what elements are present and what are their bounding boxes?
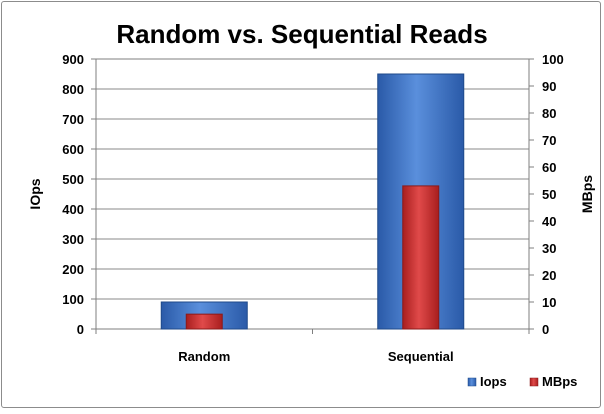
x-axis-ticks: Random Sequential bbox=[95, 329, 530, 364]
left-tick-label: 800 bbox=[62, 82, 84, 97]
left-axis-ticks: 0 100 200 300 400 500 600 700 800 900 bbox=[62, 52, 96, 337]
bars bbox=[160, 73, 465, 330]
left-tick-label: 100 bbox=[62, 292, 84, 307]
chart-svg: Random vs. Sequential Reads 010020030040… bbox=[27, 19, 595, 389]
right-tick-label: 90 bbox=[542, 79, 556, 94]
legend-label-mbps: MBps bbox=[542, 374, 577, 389]
bar-mbps-sequential bbox=[402, 185, 440, 330]
right-tick-label: 70 bbox=[542, 133, 556, 148]
left-tick-label: 300 bbox=[62, 232, 84, 247]
chart-frame: Random vs. Sequential Reads 0 100 200 300 40… bbox=[1, 1, 601, 408]
right-tick-label: 10 bbox=[542, 295, 556, 310]
right-tick-label: 100 bbox=[542, 52, 564, 67]
right-tick-label: 30 bbox=[542, 241, 556, 256]
left-tick-label: 900 bbox=[62, 52, 84, 67]
right-tick-label: 50 bbox=[542, 187, 556, 202]
x-tick-label: Random bbox=[178, 349, 230, 364]
right-tick-label: 40 bbox=[542, 214, 556, 229]
legend-item-mbps: MBps bbox=[529, 374, 577, 389]
left-tick-label: 0 bbox=[77, 322, 84, 337]
left-tick-label: 400 bbox=[62, 202, 84, 217]
legend-label-iops: Iops bbox=[480, 374, 507, 389]
right-tick-label: 20 bbox=[542, 268, 556, 283]
left-tick-label: 700 bbox=[62, 112, 84, 127]
chart-title: Random vs. Sequential Reads bbox=[116, 19, 487, 49]
y-axis-right-label: MBps bbox=[579, 175, 595, 213]
legend-swatch-mbps bbox=[529, 377, 539, 387]
legend: Iops MBps bbox=[467, 374, 577, 389]
left-tick-label: 600 bbox=[62, 142, 84, 157]
y-axis-left-label: IOps bbox=[27, 178, 43, 209]
legend-swatch-iops bbox=[467, 377, 477, 387]
right-tick-label: 0 bbox=[542, 322, 549, 337]
legend-item-iops: Iops bbox=[467, 374, 507, 389]
left-tick-label: 200 bbox=[62, 262, 84, 277]
right-axis-ticks: 0 10 20 30 40 50 60 70 80 90 100 bbox=[529, 52, 564, 337]
right-tick-label: 60 bbox=[542, 160, 556, 175]
x-tick-label: Sequential bbox=[388, 349, 454, 364]
bar-mbps-random bbox=[185, 313, 223, 330]
left-tick-label: 500 bbox=[62, 172, 84, 187]
right-tick-label: 80 bbox=[542, 106, 556, 121]
